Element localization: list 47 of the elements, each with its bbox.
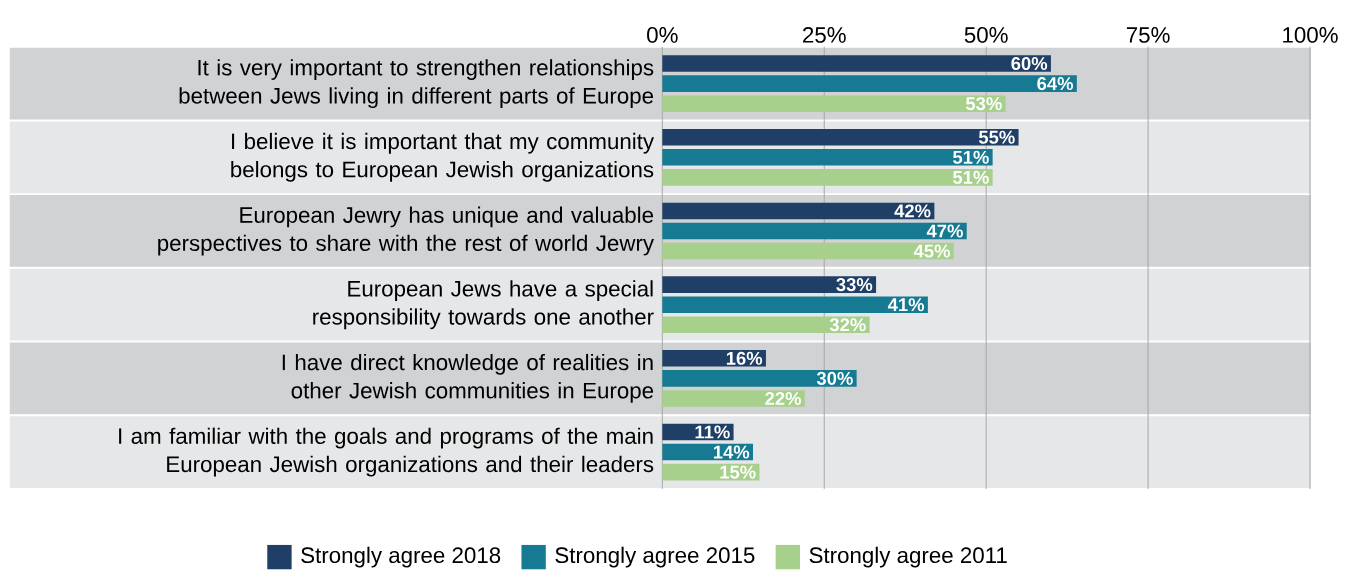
data-label: 55% — [978, 130, 1015, 144]
data-label: 14% — [713, 445, 750, 459]
bar — [662, 129, 1019, 146]
data-label: 64% — [1037, 77, 1074, 91]
data-label: 47% — [926, 224, 963, 238]
bar — [662, 242, 954, 260]
data-label: 11% — [695, 425, 730, 439]
data-label: 22% — [765, 392, 802, 406]
y-tick-label: It is very important to strengthen relationships between Jews living in different parts of Europe — [179, 59, 654, 109]
bar — [662, 316, 870, 334]
bar — [662, 149, 993, 166]
data-label: 45% — [913, 244, 950, 258]
bar — [662, 296, 928, 314]
bar — [662, 222, 967, 240]
bar — [662, 350, 766, 367]
y-tick-label: I believe it is important that my community belongs to European Jewish organizations — [231, 132, 655, 182]
data-label: 30% — [816, 371, 853, 386]
bar — [662, 390, 805, 407]
legend-label: Strongly agree 2011 — [809, 546, 1007, 568]
data-label: 15% — [720, 465, 756, 479]
data-label: 33% — [836, 278, 873, 292]
data-label: 51% — [953, 150, 989, 164]
legend-label: Strongly agree 2015 — [555, 546, 755, 568]
data-label: 16% — [726, 351, 763, 365]
x-tick-label: 0% — [647, 27, 678, 43]
data-label: 51% — [953, 170, 989, 185]
legend-label: Strongly agree 2018 — [301, 546, 501, 568]
data-label: 32% — [829, 318, 866, 332]
y-tick-label: European Jewry has unique and valuable perspectives to share with the rest of world Jewry — [158, 206, 655, 256]
x-tick-label: 75% — [1126, 27, 1170, 43]
bar — [662, 55, 1051, 72]
x-tick-label: 100% — [1283, 27, 1338, 43]
data-label: 41% — [887, 298, 925, 312]
bar — [662, 370, 857, 387]
data-label: 42% — [894, 204, 931, 218]
bar — [662, 202, 935, 220]
y-tick-label: I am familiar with the goals and programs of the main European Jewish organizations and their leaders — [119, 427, 654, 477]
bar — [662, 95, 1006, 113]
y-tick-label: European Jews have a special responsibility towards one another — [313, 280, 654, 330]
x-tick-label: 25% — [803, 27, 846, 43]
bar — [662, 276, 877, 294]
bar — [662, 169, 993, 186]
data-label: 53% — [965, 97, 1002, 111]
data-label: 60% — [1011, 57, 1048, 71]
x-tick-label: 50% — [964, 27, 1008, 43]
bar — [662, 75, 1077, 93]
y-tick-label: I have direct knowledge of realities in other Jewish communities in Europe — [282, 354, 654, 403]
